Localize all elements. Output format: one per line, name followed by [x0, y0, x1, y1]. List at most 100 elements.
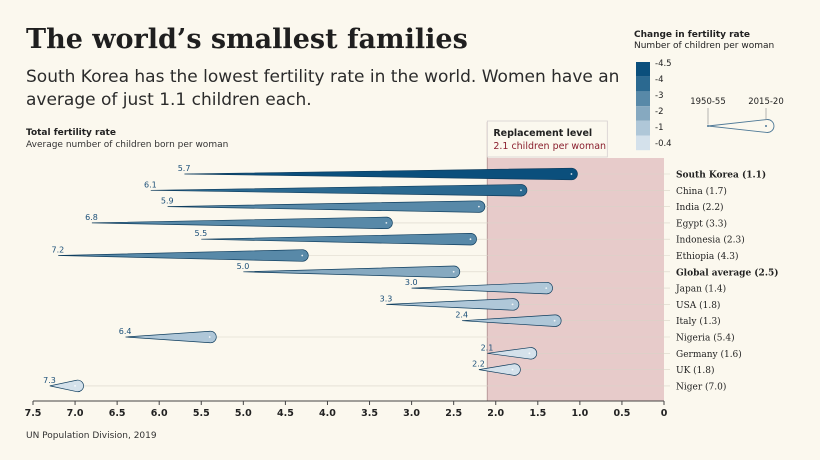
country-label: USA (1.8)	[676, 300, 720, 311]
teardrop-india	[167, 200, 486, 213]
teardrop-end-dot	[520, 189, 522, 192]
legend-scale-label: -4	[655, 75, 663, 85]
teardrop-end-dot	[545, 287, 548, 289]
teardrop-global-average	[243, 265, 461, 278]
teardrop-china	[150, 184, 528, 197]
teardrop-ethiopia	[58, 249, 309, 262]
start-value-label: 5.9	[161, 197, 174, 206]
start-value-label: 2.1	[481, 343, 494, 352]
teardrop-end-dot	[478, 205, 480, 208]
teardrop-usa	[386, 298, 520, 311]
legend-teardrop	[707, 119, 775, 133]
x-tick-label: 3.0	[403, 408, 420, 419]
legend-swatch	[636, 135, 650, 151]
start-value-label: 7.2	[52, 246, 65, 255]
x-tick-label: 0.5	[614, 408, 631, 419]
country-label: Egypt (3.3)	[676, 218, 727, 229]
start-value-label: 2.4	[455, 311, 468, 320]
start-value-label: 2.2	[472, 360, 485, 369]
teardrop-end-dot	[301, 254, 304, 257]
country-label: UK (1.8)	[676, 365, 715, 376]
teardrop-end-dot	[385, 222, 388, 224]
country-label: Global average (2.5)	[676, 267, 778, 278]
start-value-label: 6.4	[119, 327, 132, 336]
teardrop-end-dot	[208, 336, 211, 338]
legend-swatch	[636, 76, 650, 92]
start-value-label: 5.7	[178, 164, 191, 173]
legend-scale-label: -3	[655, 91, 663, 101]
teardrop-end-dot	[469, 238, 472, 241]
teardrop-end-dot	[528, 352, 531, 355]
x-tick-label: 7.5	[25, 408, 42, 419]
x-tick-label: 2.5	[445, 408, 462, 419]
x-tick-label: 4.0	[319, 408, 336, 419]
x-tick-label: 3.5	[361, 408, 378, 419]
country-label: Niger (7.0)	[676, 381, 726, 392]
teardrop-end-dot	[570, 173, 573, 175]
x-tick-label: 5.0	[235, 408, 252, 419]
start-value-label: 6.1	[144, 180, 157, 189]
x-tick-label: 6.0	[151, 408, 168, 419]
legend-start-label: 1950-55	[690, 97, 726, 107]
start-value-label: 5.5	[195, 229, 208, 238]
country-label: Ethiopia (4.3)	[676, 251, 738, 262]
country-label: India (2.2)	[676, 202, 724, 213]
x-tick-label: 0	[661, 408, 668, 419]
legend-teardrop-start-dot	[707, 125, 709, 127]
teardrop-end-dot	[511, 368, 514, 371]
replacement-band	[487, 158, 664, 401]
teardrop-end-dot	[553, 319, 556, 322]
teardrop-nigeria	[125, 330, 217, 344]
x-tick-label: 6.5	[109, 408, 126, 419]
legend-subtitle: Number of children per woman	[634, 41, 775, 51]
replacement-label-box	[486, 120, 608, 158]
legend-scale-label: -1	[655, 123, 663, 133]
teardrop-uk	[478, 363, 521, 376]
teardrop-end-dot	[452, 270, 455, 273]
teardrop-italy	[462, 314, 562, 327]
replacement-label: Replacement level	[493, 128, 592, 139]
teardrop-end-dot	[74, 385, 76, 387]
teardrop-japan	[411, 281, 553, 295]
country-label: Indonesia (2.3)	[676, 235, 745, 246]
legend-end-label: 2015-20	[748, 97, 784, 107]
country-label: South Korea (1.1)	[676, 170, 766, 181]
start-value-label: 3.3	[380, 294, 393, 303]
legend-swatch	[636, 106, 650, 121]
legend-teardrop-end-dot	[765, 125, 767, 127]
legend-swatch	[636, 120, 650, 136]
x-tick-label: 5.5	[193, 408, 210, 419]
chart-title: The world’s smallest families	[26, 24, 468, 55]
x-tick-label: 1.5	[529, 408, 546, 419]
teardrop-egypt	[91, 216, 393, 230]
axis-label: Total fertility rate	[26, 128, 116, 138]
source-note: UN Population Division, 2019	[26, 431, 157, 441]
start-value-label: 6.8	[85, 213, 98, 222]
teardrop-germany	[487, 347, 538, 360]
legend-scale-label: -0.4	[655, 139, 672, 149]
legend-scale-label: -4.5	[655, 59, 672, 69]
country-label: Japan (1.4)	[675, 284, 726, 295]
x-tick-label: 1.0	[571, 408, 588, 419]
country-label: Nigeria (5.4)	[676, 333, 735, 344]
country-label: Italy (1.3)	[676, 316, 721, 327]
legend-title: Change in fertility rate	[634, 30, 751, 40]
start-value-label: 5.0	[237, 262, 250, 271]
teardrop-south-korea	[184, 167, 578, 181]
x-tick-label: 7.0	[67, 408, 84, 419]
teardrop-end-dot	[511, 303, 514, 306]
teardrop-indonesia	[201, 233, 477, 246]
country-label: Germany (1.6)	[676, 349, 742, 360]
x-tick-label: 4.5	[277, 408, 294, 419]
teardrop-niger	[49, 379, 84, 393]
legend-swatch	[636, 62, 650, 77]
legend-swatch	[636, 91, 650, 107]
legend-scale-label: -2	[655, 107, 663, 117]
start-value-label: 3.0	[405, 278, 418, 287]
axis-sublabel: Average number of children born per woma…	[26, 140, 229, 150]
country-label: China (1.7)	[676, 186, 727, 197]
start-value-label: 7.3	[43, 376, 56, 385]
x-tick-label: 2.0	[487, 408, 504, 419]
chart-subtitle: South Korea has the lowest fertility rat…	[26, 67, 620, 110]
